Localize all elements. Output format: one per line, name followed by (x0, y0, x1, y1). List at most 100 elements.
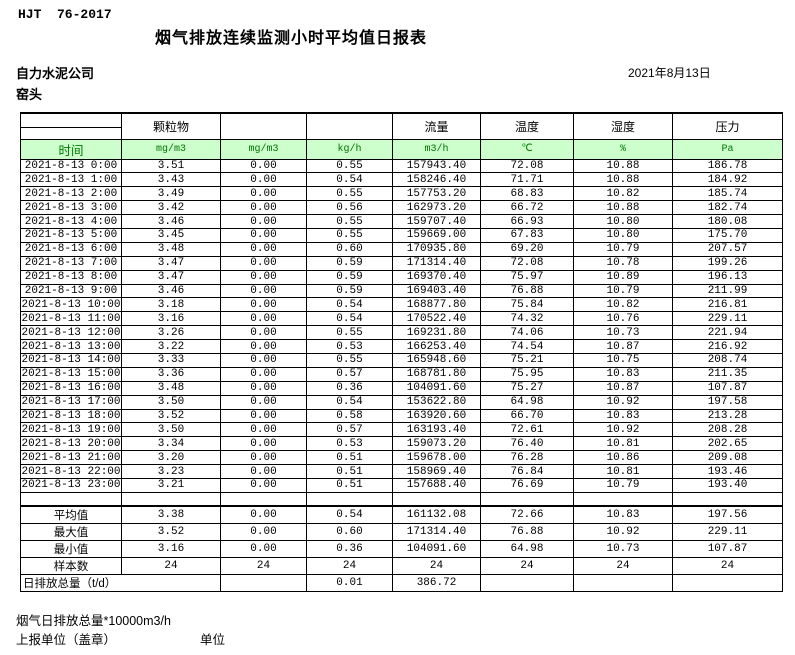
value-cell: 10.88 (573, 200, 673, 216)
value-cell: 3.34 (121, 436, 221, 452)
value-cell: 168877.80 (392, 297, 481, 313)
value-cell: 10.83 (573, 408, 673, 424)
value-cell: 165948.60 (392, 352, 481, 368)
value-cell: 157688.40 (392, 477, 481, 493)
time-cell: 2021-8-13 10:00 (20, 297, 122, 313)
daily-total-flow: 386.72 (392, 574, 481, 593)
unit-header-row: 时间 mg/m3 mg/m3 kg/h m3/h ℃ % Pa (20, 138, 783, 160)
value-cell: 76.84 (480, 464, 574, 479)
value-cell: 72.08 (480, 255, 574, 271)
value-cell: 10.92 (573, 523, 673, 542)
time-cell: 2021-8-13 11:00 (20, 311, 122, 327)
report-table: 颗粒物 流量 温度 湿度 压力 时间 mg/m3 mg/m3 kg/h m3/h… (20, 112, 783, 593)
value-cell: 0.00 (220, 394, 307, 410)
value-cell: 3.51 (121, 158, 221, 174)
value-cell: 0.55 (306, 325, 393, 341)
value-cell: 3.46 (121, 214, 221, 229)
time-cell: 2021-8-13 1:00 (20, 172, 122, 188)
value-cell: 170522.40 (392, 311, 481, 327)
value-cell: 0.00 (220, 450, 307, 466)
value-cell: 0.00 (220, 339, 307, 354)
value-cell: 76.28 (480, 450, 574, 466)
value-cell: 182.74 (672, 200, 783, 216)
value-cell: 185.74 (672, 186, 783, 202)
value-cell: 197.56 (672, 505, 783, 525)
value-cell: 186.78 (672, 158, 783, 174)
value-cell: 0.54 (306, 311, 393, 327)
value-cell: 24 (306, 557, 393, 576)
table-row: 2021-8-13 14:00 3.33 0.00 0.55 165948.60 75.2… (20, 352, 783, 368)
standard-code: HJT 76-2017 (18, 7, 112, 22)
daily-total-blank (220, 574, 307, 593)
value-cell: 211.99 (672, 283, 783, 299)
value-cell: 159678.00 (392, 450, 481, 466)
value-cell: 0.00 (220, 241, 307, 257)
value-cell: 0.54 (306, 394, 393, 410)
value-cell: 3.38 (121, 505, 221, 525)
col-header-temperature: 温度 (480, 112, 574, 140)
value-cell: 0.00 (220, 214, 307, 229)
value-cell: 10.73 (573, 540, 673, 559)
time-cell: 2021-8-13 19:00 (20, 422, 122, 438)
col-header-particulate: 颗粒物 (121, 112, 221, 140)
value-cell: 229.11 (672, 311, 783, 327)
value-cell: 0.59 (306, 283, 393, 299)
value-cell: 72.08 (480, 158, 574, 174)
value-cell: 75.97 (480, 269, 574, 285)
value-cell: 0.00 (220, 255, 307, 271)
table-row: 2021-8-13 12:00 3.26 0.00 0.55 169231.80 74.0… (20, 325, 783, 341)
value-cell: 0.00 (220, 283, 307, 299)
value-cell: 158969.40 (392, 464, 481, 479)
corner-cell-bottom (20, 126, 122, 140)
value-cell: 0.00 (220, 523, 307, 542)
col-header-blank-1 (220, 112, 307, 140)
time-column-header: 时间 (20, 138, 122, 160)
table-row: 2021-8-13 10:00 3.18 0.00 0.54 168877.80 75.8… (20, 297, 783, 313)
value-cell: 3.48 (121, 380, 221, 396)
value-cell: 75.84 (480, 297, 574, 313)
value-cell: 3.42 (121, 200, 221, 216)
value-cell: 0.00 (220, 186, 307, 202)
value-cell: 10.81 (573, 464, 673, 479)
value-cell: 216.81 (672, 297, 783, 313)
value-cell: 76.69 (480, 477, 574, 493)
value-cell: 0.00 (220, 380, 307, 396)
flow-total-note: 烟气日排放总量*10000m3/h (16, 614, 171, 628)
time-cell: 2021-8-13 15:00 (20, 366, 122, 382)
value-cell: 193.46 (672, 464, 783, 479)
value-cell: 3.47 (121, 255, 221, 271)
value-cell: 163193.40 (392, 422, 481, 438)
value-cell: 0.56 (306, 200, 393, 216)
value-cell: 3.36 (121, 366, 221, 382)
value-cell: 3.22 (121, 339, 221, 354)
value-cell: 66.72 (480, 200, 574, 216)
table-row: 2021-8-13 15:00 3.36 0.00 0.57 168781.80 75.9… (20, 366, 783, 382)
value-cell: 199.26 (672, 255, 783, 271)
value-cell: 107.87 (672, 540, 783, 559)
table-row: 2021-8-13 4:00 3.46 0.00 0.55 159707.40 66.93… (20, 214, 783, 229)
time-cell: 2021-8-13 17:00 (20, 394, 122, 410)
value-cell: 0.54 (306, 297, 393, 313)
time-cell: 2021-8-13 22:00 (20, 464, 122, 479)
value-cell: 64.98 (480, 394, 574, 410)
value-cell: 10.87 (573, 339, 673, 354)
value-cell: 169370.40 (392, 269, 481, 285)
value-cell: 153622.80 (392, 394, 481, 410)
value-cell: 229.11 (672, 523, 783, 542)
value-cell: 162973.20 (392, 200, 481, 216)
value-cell: 3.52 (121, 408, 221, 424)
value-cell: 3.52 (121, 523, 221, 542)
value-cell: 3.16 (121, 311, 221, 327)
time-cell: 2021-8-13 12:00 (20, 325, 122, 341)
unit-cell: Pa (672, 138, 783, 160)
value-cell: 0.59 (306, 255, 393, 271)
value-cell: 0.00 (220, 366, 307, 382)
time-cell: 2021-8-13 23:00 (20, 477, 122, 493)
table-row: 2021-8-13 1:00 3.43 0.00 0.54 158246.40 71.71… (20, 172, 783, 188)
unit-cell: m3/h (392, 138, 481, 160)
corner-cell-top (20, 112, 122, 128)
value-cell: 169231.80 (392, 325, 481, 341)
value-cell: 169403.40 (392, 283, 481, 299)
col-header-pressure: 压力 (672, 112, 783, 140)
value-cell: 72.66 (480, 505, 574, 525)
